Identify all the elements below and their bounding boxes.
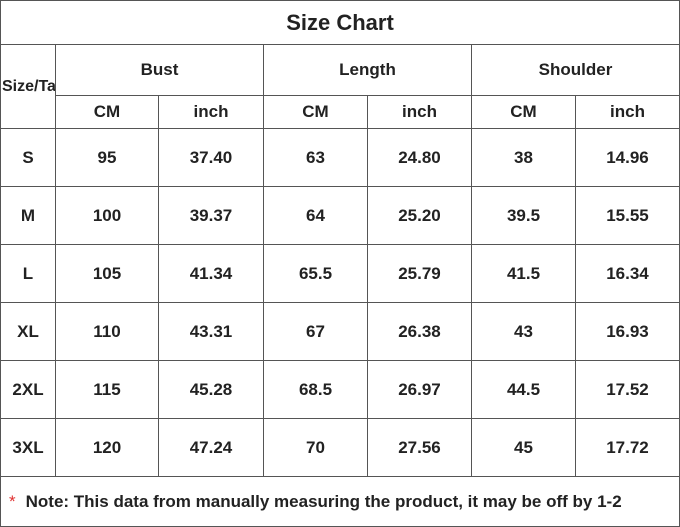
measurement: 39.37 — [158, 186, 264, 245]
measurement: 38 — [471, 128, 576, 187]
measurement: 67 — [263, 302, 368, 361]
measurement: 120 — [55, 418, 159, 477]
measurement: 16.93 — [575, 302, 680, 361]
measurement: 26.97 — [367, 360, 472, 419]
measurement: 70 — [263, 418, 368, 477]
measurement: 110 — [55, 302, 159, 361]
group-header: Length — [263, 44, 472, 96]
measurement: 115 — [55, 360, 159, 419]
measurement: 64 — [263, 186, 368, 245]
size-label: 2XL — [0, 360, 56, 419]
measurement: 45.28 — [158, 360, 264, 419]
measurement: 41.34 — [158, 244, 264, 303]
note-star: * — [9, 491, 16, 511]
measurement: 16.34 — [575, 244, 680, 303]
measurement: 39.5 — [471, 186, 576, 245]
measurement: 100 — [55, 186, 159, 245]
note-row: * Note: This data from manually measuring… — [0, 476, 680, 527]
measurement: 25.79 — [367, 244, 472, 303]
unit-header: inch — [575, 95, 680, 129]
size-label: XL — [0, 302, 56, 361]
measurement: 14.96 — [575, 128, 680, 187]
measurement: 68.5 — [263, 360, 368, 419]
measurement: 65.5 — [263, 244, 368, 303]
size-label: L — [0, 244, 56, 303]
measurement: 25.20 — [367, 186, 472, 245]
measurement: 17.52 — [575, 360, 680, 419]
group-header: Bust — [55, 44, 264, 96]
measurement: 105 — [55, 244, 159, 303]
unit-header: CM — [263, 95, 368, 129]
measurement: 24.80 — [367, 128, 472, 187]
unit-header: CM — [55, 95, 159, 129]
measurement: 15.55 — [575, 186, 680, 245]
measurement: 45 — [471, 418, 576, 477]
measurement: 41.5 — [471, 244, 576, 303]
measurement: 44.5 — [471, 360, 576, 419]
measurement: 43 — [471, 302, 576, 361]
unit-header: CM — [471, 95, 576, 129]
size-label: S — [0, 128, 56, 187]
group-header: Shoulder — [471, 44, 680, 96]
measurement: 63 — [263, 128, 368, 187]
note-text: Note: This data from manually measuring … — [25, 491, 622, 511]
unit-header: inch — [367, 95, 472, 129]
measurement: 43.31 — [158, 302, 264, 361]
measurement: 26.38 — [367, 302, 472, 361]
unit-header: inch — [158, 95, 264, 129]
corner-header: Size/Ta — [0, 44, 56, 129]
measurement: 95 — [55, 128, 159, 187]
measurement: 17.72 — [575, 418, 680, 477]
size-label: M — [0, 186, 56, 245]
measurement: 47.24 — [158, 418, 264, 477]
measurement: 37.40 — [158, 128, 264, 187]
title: Size Chart — [0, 0, 680, 45]
size-label: 3XL — [0, 418, 56, 477]
measurement: 27.56 — [367, 418, 472, 477]
